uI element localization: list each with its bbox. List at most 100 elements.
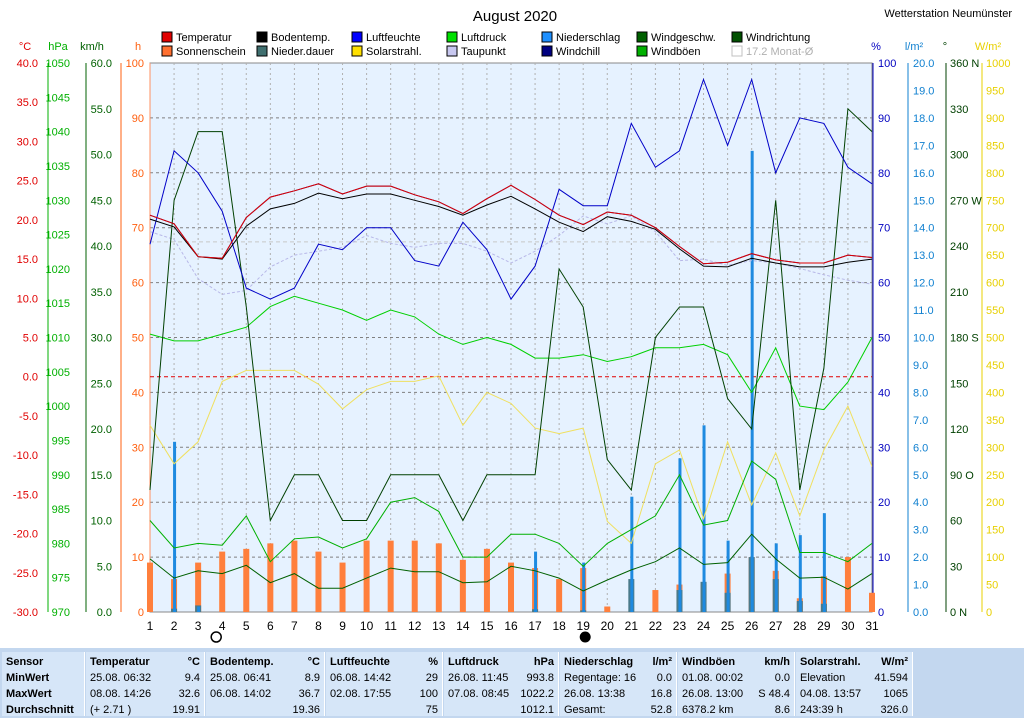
summary-gust-value: S 48.4	[758, 688, 790, 700]
x-tick-label: 13	[432, 619, 446, 633]
bar-precipitation	[750, 150, 754, 612]
legend-swatch	[161, 45, 173, 57]
axis-press-tick: 980	[52, 538, 70, 550]
axis-solar-tick: 250	[986, 470, 1004, 482]
axis-dir-tick: 90 O	[950, 470, 974, 482]
x-tick-label: 14	[456, 619, 470, 633]
axis-solar-tick: 900	[986, 113, 1004, 125]
x-tick-label: 28	[793, 619, 807, 633]
summary-temp-label: Temperatur	[90, 656, 150, 668]
legend-label: Taupunkt	[461, 46, 506, 58]
x-tick-label: 24	[697, 619, 711, 633]
axis-wind-tick: 45.0	[91, 195, 112, 207]
bar-sunshine	[869, 592, 875, 612]
summary-gust-row: 6378.2 km 8.6	[682, 702, 790, 718]
axis-temp-tick: 15.0	[17, 254, 38, 266]
x-tick-label: 26	[745, 619, 759, 633]
bar-sunshine	[435, 543, 442, 612]
axis-solar-tick: 500	[986, 333, 1004, 345]
summary-humid-value: %	[428, 656, 438, 668]
axis-solar-tick: 100	[986, 552, 1004, 564]
axis-press-tick: 1005	[46, 367, 70, 379]
summary-solar-label: 243:39 h	[800, 704, 843, 716]
summary-soil-value: 19.36	[292, 704, 320, 716]
summary-gust-row: 01.08. 00:02 0.0	[682, 670, 790, 686]
series-luftdruck	[149, 295, 873, 411]
axis-solar-tick: 850	[986, 140, 1004, 152]
axis-wind-tick: 25.0	[91, 378, 112, 390]
axis-rain-tick: 12.0	[913, 278, 934, 290]
axis-hours-tick: 70	[132, 223, 144, 235]
x-tick-label: 3	[195, 619, 202, 633]
bar-sunshine	[483, 548, 490, 612]
bar-precipitation	[774, 543, 778, 612]
legend-swatch	[731, 45, 743, 57]
legend-label: Luftfeuchte	[366, 32, 420, 44]
summary-rain-row: Regentage: 16 0.0	[564, 670, 672, 686]
summary-temp-label: 08.08. 14:26	[90, 688, 152, 700]
summary-solar-row: Elevation 41.594	[800, 670, 908, 686]
axis-wind-tick: 60.0	[91, 58, 112, 70]
axis-hours-tick: 50	[132, 333, 144, 345]
series-windböen	[149, 460, 873, 567]
bar-sunshine	[339, 562, 346, 612]
summary-gust-label: 26.08. 13:00	[682, 688, 744, 700]
axis-humid-tick: 30	[878, 442, 890, 454]
summary-rain-value: 16.8	[650, 688, 672, 700]
summary-temp-value: 9.4	[184, 672, 200, 684]
legend-swatch	[731, 31, 743, 43]
axis-humid-tick: 70	[878, 223, 890, 235]
summary-humid-label: 02.08. 17:55	[330, 688, 392, 700]
summary-press-panel: Luftdruck hPa 26.08. 11:45 993.8 07.08. 08:4…	[444, 652, 559, 716]
bar-sunshine	[556, 579, 563, 612]
axis-rain-tick: 10.0	[913, 333, 934, 345]
series-windrichtung	[149, 107, 873, 523]
axis-dir-tick: 360 N	[950, 58, 979, 70]
legend-label: Sonnenschein	[176, 46, 246, 58]
summary-rain-label: Niederschlag	[564, 656, 634, 668]
axis-dir-tick: 60	[950, 516, 962, 528]
axis-humid-tick: 90	[878, 113, 890, 125]
summary-press-row: 1012.1	[448, 702, 554, 718]
summary-solar-value: 1065	[883, 688, 908, 700]
axis-solar-tick: 650	[986, 250, 1004, 262]
axis-dir-tick: 210	[950, 287, 968, 299]
summary-temp-row: 25.08. 06:32 9.4	[90, 670, 200, 686]
legend-label: Temperatur	[176, 32, 232, 44]
bar-precipitation	[534, 551, 538, 612]
summary-humid-row: 75	[330, 702, 438, 718]
axis-press-tick: 985	[52, 504, 70, 516]
series-taupunkt	[149, 215, 873, 295]
summary-press-row: 26.08. 11:45 993.8	[448, 670, 554, 686]
bar-precipitation	[822, 513, 826, 612]
axis-wind-tick: 50.0	[91, 150, 112, 162]
axis-dir-tick: 270 W	[950, 195, 982, 207]
axis-solar-tick: 300	[986, 442, 1004, 454]
axis-solar-tick: 450	[986, 360, 1004, 372]
axis-solar-unit: W/m²	[975, 41, 1002, 53]
x-tick-label: 4	[219, 619, 226, 633]
bar-sunshine	[604, 606, 611, 612]
summary-gust-row: 26.08. 13:00 S 48.4	[682, 686, 790, 702]
legend-label: Bodentemp.	[271, 32, 330, 44]
axis-temp-tick: 25.0	[17, 176, 38, 188]
x-tick-label: 2	[171, 619, 178, 633]
summary-temp-value: 32.6	[178, 688, 200, 700]
x-tick-label: 18	[552, 619, 566, 633]
bar-sunshine	[387, 540, 394, 612]
series-windgeschw	[149, 533, 873, 592]
summary-solar-row: 04.08. 13:57 1065	[800, 686, 908, 702]
legend-label: Niederschlag	[556, 32, 620, 44]
legend-swatch	[351, 45, 363, 57]
bar-sunshine	[411, 540, 418, 612]
legend-swatch	[351, 31, 363, 43]
x-tick-label: 31	[865, 619, 879, 633]
axis-press-tick: 1000	[46, 401, 70, 413]
bar-precipitation	[630, 496, 634, 612]
x-tick-label: 15	[480, 619, 494, 633]
x-tick-label: 21	[625, 619, 639, 633]
bar-precipitation	[582, 562, 586, 612]
axis-rain-tick: 18.0	[913, 113, 934, 125]
axis-humid-tick: 0	[878, 607, 884, 619]
legend-swatch	[636, 45, 648, 57]
